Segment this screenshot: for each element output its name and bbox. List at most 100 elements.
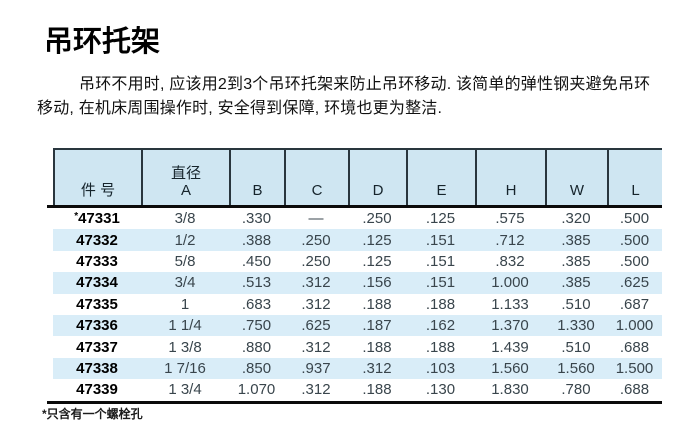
- header-cell: C: [284, 150, 348, 205]
- table-row: 47335 1 .683 .312 .188 .188 1.133 .510 .687: [53, 294, 662, 315]
- value-cell: 1.560: [491, 359, 529, 377]
- table-row: * 47331 3/8 .330 — .250 .125 .575 .320 .500: [53, 208, 662, 229]
- value-cell: .151: [425, 252, 456, 270]
- value-cell: .312: [301, 274, 331, 292]
- value-cell: 1 1/4: [168, 317, 202, 335]
- value-cell: .312: [301, 338, 331, 356]
- value-cell: .683: [241, 295, 272, 313]
- value-cell: .625: [619, 274, 650, 292]
- value-cell: .500: [619, 252, 650, 270]
- value-cell: .187: [362, 317, 392, 335]
- value-cell: 1: [180, 295, 190, 313]
- value-cell: .188: [362, 295, 392, 313]
- value-cell: .320: [561, 210, 591, 228]
- value-cell: .937: [301, 359, 331, 377]
- value-cell: .625: [301, 317, 331, 335]
- header-cell: 件 号: [53, 150, 141, 205]
- value-cell: .312: [301, 381, 331, 399]
- value-cell: .103: [425, 359, 456, 377]
- value-cell: .450: [241, 252, 272, 270]
- value-cell: .385: [561, 252, 591, 270]
- footnote: *只含有一个螺栓孔: [42, 407, 143, 421]
- table-row: 47336 1 1/4 .750 .625 .187 .162 1.370 1.330 1.00…: [53, 314, 662, 337]
- part-number-cell: * 47331: [74, 210, 120, 228]
- value-cell: .125: [362, 231, 392, 249]
- value-cell: 1.370: [491, 317, 529, 335]
- value-cell: .575: [495, 210, 525, 228]
- part-number-cell: 47333: [76, 252, 118, 270]
- value-cell: .687: [619, 295, 650, 313]
- value-cell: .312: [362, 359, 392, 377]
- footnote-marker: *: [74, 211, 79, 223]
- value-cell: .250: [362, 210, 392, 228]
- value-cell: .510: [561, 295, 591, 313]
- value-cell: .388: [241, 231, 272, 249]
- part-number-cell: 47339: [76, 381, 118, 399]
- value-cell: 1.000: [615, 317, 654, 335]
- value-cell: .850: [241, 359, 272, 377]
- value-cell: 1/2: [174, 231, 196, 249]
- value-cell: 3/4: [174, 274, 196, 292]
- value-cell: 1.439: [491, 338, 529, 356]
- value-cell: 1 3/4: [168, 381, 202, 399]
- table-row: 47334 3/4 .513 .312 .156 .151 1.000 .385 .625: [53, 272, 662, 294]
- value-cell: 1.830: [491, 381, 529, 399]
- value-cell: .513: [241, 274, 272, 292]
- table-body: * 47331 3/8 .330 — .250 .125 .575 .320 .500 47332 1…: [53, 208, 662, 401]
- value-cell: .130: [425, 381, 456, 399]
- value-cell: .780: [561, 381, 591, 399]
- value-cell: .188: [425, 338, 456, 356]
- value-cell: .880: [241, 338, 272, 356]
- header-cell: H: [475, 150, 545, 205]
- value-cell: .125: [425, 210, 456, 228]
- value-cell: .188: [425, 295, 456, 313]
- header-cell: 直径 A: [141, 150, 229, 205]
- part-number-cell: 47337: [76, 338, 118, 356]
- value-cell: 1.330: [557, 317, 595, 335]
- header-cell: W: [545, 150, 607, 205]
- intro-paragraph: 吊环不用时, 应该用2到3个吊环托架来防止吊环移动. 该简单的弹性钢夹避免吊环移…: [37, 76, 651, 117]
- value-cell: 1.000: [491, 274, 529, 292]
- value-cell: .188: [362, 338, 392, 356]
- value-cell: .385: [561, 231, 591, 249]
- header-cell: B: [229, 150, 284, 205]
- part-number-cell: 47332: [76, 231, 118, 249]
- value-cell: .712: [495, 231, 525, 249]
- value-cell: .250: [301, 231, 331, 249]
- table-row: 47338 1 7/16 .850 .937 .312 .103 1.560 1.560 1.5…: [53, 357, 662, 380]
- table-row: 47337 1 3/8 .880 .312 .188 .188 1.439 .510 .688: [53, 336, 662, 357]
- value-cell: .151: [425, 231, 456, 249]
- value-cell: .156: [362, 274, 392, 292]
- value-cell: 1.560: [557, 359, 595, 377]
- part-number-cell: 47338: [76, 359, 118, 377]
- value-cell: 1.070: [237, 381, 276, 399]
- value-cell: .688: [619, 381, 650, 399]
- value-cell: 3/8: [174, 210, 196, 228]
- value-cell: .188: [362, 381, 392, 399]
- value-cell: .162: [425, 317, 456, 335]
- value-cell: 1.500: [615, 359, 654, 377]
- value-cell: .125: [362, 252, 392, 270]
- table-row: 47333 5/8 .450 .250 .125 .151 .832 .385 .500: [53, 251, 662, 272]
- value-cell: —: [308, 210, 324, 228]
- value-cell: .330: [241, 210, 272, 228]
- value-cell: .312: [301, 295, 331, 313]
- value-cell: .510: [561, 338, 591, 356]
- header-cell: L: [607, 150, 662, 205]
- value-cell: .832: [495, 252, 525, 270]
- page-title: 吊环托架: [44, 26, 161, 59]
- value-cell: 5/8: [174, 252, 196, 270]
- part-number-cell: 47334: [76, 274, 118, 292]
- value-cell: .500: [619, 231, 650, 249]
- header-cell: E: [406, 150, 475, 205]
- table-row: 47332 1/2 .388 .250 .125 .151 .712 .385 .500: [53, 229, 662, 251]
- part-number-cell: 47336: [76, 317, 118, 335]
- value-cell: 1.133: [491, 295, 529, 313]
- value-cell: .151: [425, 274, 456, 292]
- value-cell: .500: [619, 210, 650, 228]
- table-row: 47339 1 3/4 1.070 .312 .188 .130 1.830 .780 .688: [53, 379, 662, 400]
- value-cell: .250: [301, 252, 331, 270]
- value-cell: .750: [241, 317, 272, 335]
- value-cell: 1 3/8: [168, 338, 202, 356]
- part-number-cell: 47335: [76, 295, 118, 313]
